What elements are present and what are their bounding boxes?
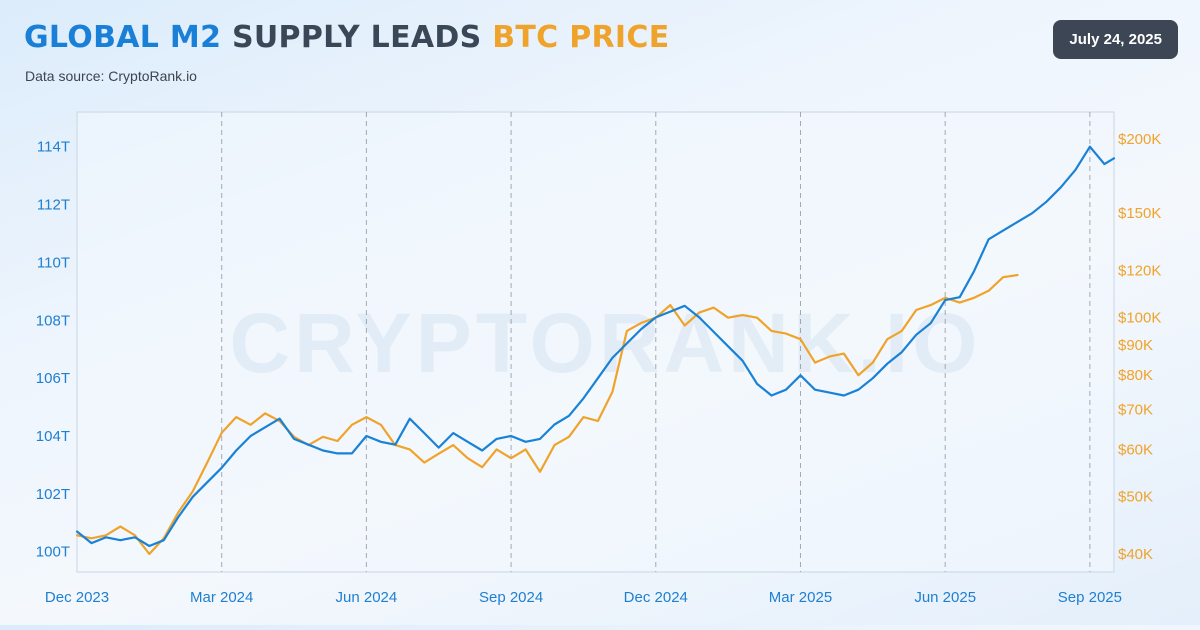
m2-supply-line — [75, 145, 1116, 548]
x-tick-label: Mar 2025 — [769, 589, 832, 606]
right-tick-label: $60K — [1118, 441, 1153, 458]
chart-title: GLOBAL M2 SUPPLY LEADS BTC PRICE — [24, 20, 670, 55]
left-tick-label: 114T — [37, 139, 70, 156]
x-tick-label: Sep 2024 — [479, 589, 543, 606]
data-source-label: Data source: CryptoRank.io — [25, 68, 197, 84]
left-tick-label: 100T — [36, 544, 70, 561]
left-tick-label: 104T — [36, 428, 70, 445]
title-part-middle: SUPPLY LEADS — [221, 20, 493, 55]
x-tick-label: Dec 2024 — [624, 589, 688, 606]
watermark: CRYPTORANK.IO — [229, 296, 981, 390]
right-tick-label: $100K — [1118, 310, 1161, 327]
series-lines — [75, 145, 1116, 556]
btc-price-line — [75, 273, 1019, 556]
left-tick-label: 106T — [36, 370, 70, 387]
right-tick-label: $120K — [1118, 263, 1161, 280]
x-tick-label: Jun 2024 — [336, 589, 398, 606]
x-axis-ticks: Dec 2023 Mar 2024 Jun 2024 Sep 2024 Dec 2024… — [45, 589, 1122, 606]
right-tick-label: $50K — [1118, 488, 1153, 505]
date-badge: July 24, 2025 — [1053, 20, 1178, 59]
plot-background — [76, 111, 1115, 573]
left-tick-label: 110T — [37, 254, 70, 271]
gridlines — [221, 112, 1091, 572]
right-tick-label: $70K — [1118, 402, 1153, 419]
x-tick-label: Jun 2025 — [914, 589, 976, 606]
right-tick-label: $40K — [1118, 546, 1153, 563]
x-tick-label: Mar 2024 — [190, 589, 253, 606]
left-tick-label: 108T — [36, 312, 70, 329]
left-tick-label: 112T — [37, 197, 70, 214]
x-tick-label: Dec 2023 — [45, 589, 109, 606]
left-tick-label: 102T — [36, 486, 70, 503]
title-part-m2: GLOBAL M2 — [24, 20, 222, 55]
title-part-btc: BTC PRICE — [492, 20, 670, 55]
right-axis-ticks: $40K $50K $60K $70K $80K $90K $100K $120K $150K $… — [1118, 131, 1161, 563]
right-tick-label: $150K — [1118, 205, 1161, 222]
plot-frame — [76, 111, 1115, 573]
x-tick-label: Sep 2025 — [1058, 589, 1122, 606]
right-tick-label: $200K — [1118, 131, 1161, 148]
right-tick-label: $80K — [1118, 367, 1153, 384]
left-axis-ticks: 100T 102T 104T 106T 108T 110T 112T 114T — [36, 139, 70, 561]
right-tick-label: $90K — [1118, 337, 1153, 354]
